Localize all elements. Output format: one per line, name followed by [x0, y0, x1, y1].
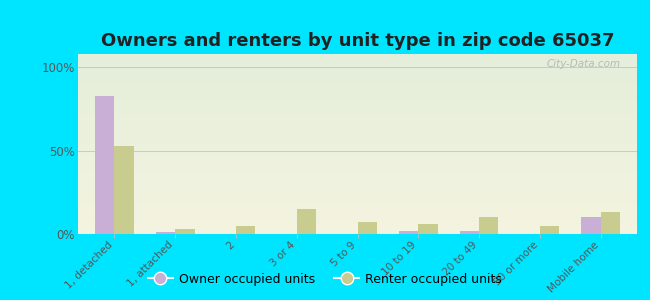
- Bar: [601, 212, 620, 234]
- Bar: [460, 231, 479, 234]
- Bar: [95, 96, 114, 234]
- Bar: [540, 226, 559, 234]
- Title: Owners and renters by unit type in zip code 65037: Owners and renters by unit type in zip c…: [101, 32, 614, 50]
- Bar: [176, 229, 194, 234]
- Bar: [236, 226, 255, 234]
- Text: City-Data.com: City-Data.com: [546, 59, 620, 69]
- Bar: [114, 146, 134, 234]
- Bar: [358, 222, 377, 234]
- Bar: [418, 224, 437, 234]
- Bar: [399, 231, 418, 234]
- Legend: Owner occupied units, Renter occupied units: Owner occupied units, Renter occupied un…: [143, 268, 507, 291]
- Bar: [156, 232, 176, 234]
- Bar: [479, 217, 499, 234]
- Bar: [581, 217, 601, 234]
- Bar: [297, 209, 316, 234]
